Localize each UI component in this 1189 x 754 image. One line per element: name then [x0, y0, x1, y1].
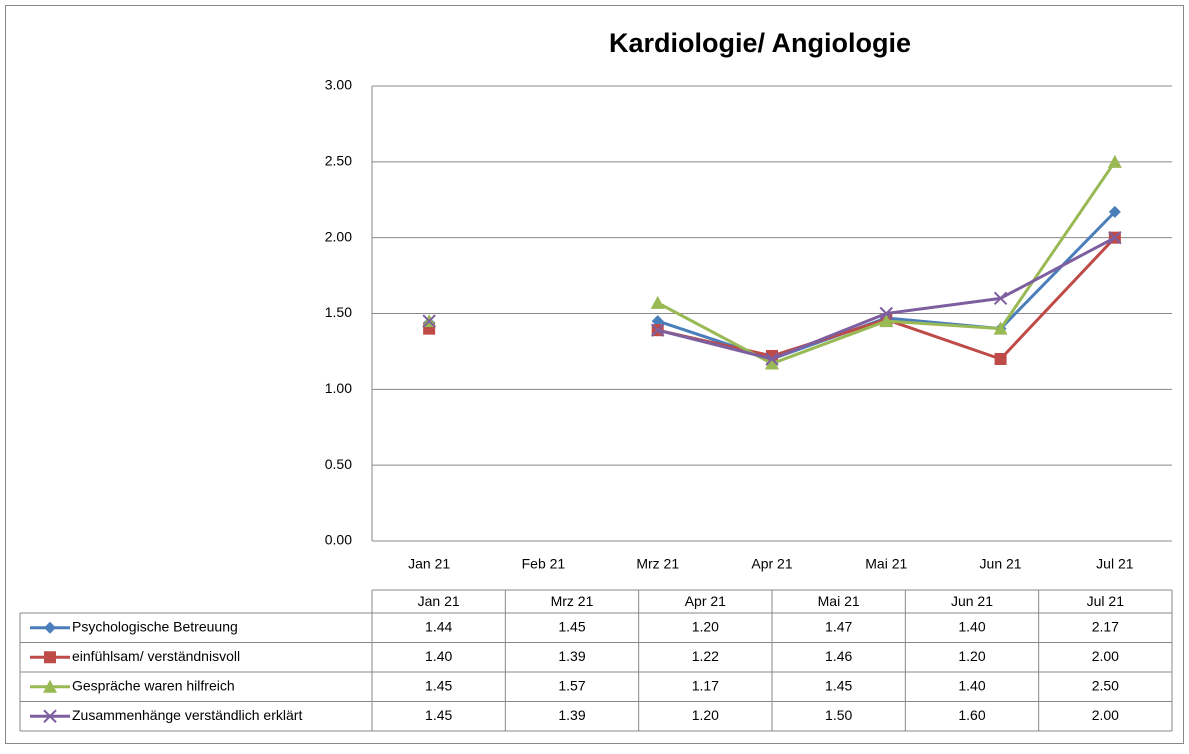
- data-point: [1107, 154, 1122, 168]
- table-header: Mai 21: [818, 593, 860, 609]
- table-cell: 1.40: [958, 677, 985, 693]
- table-cell: 1.45: [425, 707, 452, 723]
- chart-title: Kardiologie/ Angiologie: [609, 28, 911, 58]
- data-point: [765, 352, 779, 366]
- table-cell: 1.17: [692, 677, 719, 693]
- x-tick-label: Jun 21: [980, 556, 1022, 572]
- table-cell: 1.57: [558, 677, 585, 693]
- table-cell: 1.22: [692, 648, 719, 664]
- table-cell: 1.50: [825, 707, 852, 723]
- table-cell: 1.44: [425, 618, 452, 634]
- table-cell: 1.20: [692, 618, 719, 634]
- data-point: [994, 353, 1007, 365]
- legend-marker: [44, 651, 56, 664]
- table-cell: 1.45: [425, 677, 452, 693]
- chart-frame: [5, 5, 1184, 744]
- data-point: [650, 295, 665, 309]
- x-tick-label: Mai 21: [865, 556, 907, 572]
- legend-marker: [43, 679, 57, 693]
- data-point: [1108, 230, 1122, 245]
- x-tick-label: Mrz 21: [636, 556, 679, 572]
- legend-marker: [43, 709, 57, 723]
- table-cell: 1.40: [958, 618, 985, 634]
- data-point: [993, 291, 1008, 306]
- data-point: [765, 356, 779, 370]
- y-tick-label: 3.00: [325, 77, 352, 93]
- table-cell: 2.00: [1092, 707, 1119, 723]
- legend-label: Psychologische Betreuung: [72, 618, 238, 634]
- data-point: [422, 314, 436, 328]
- x-tick-label: Jul 21: [1096, 556, 1134, 572]
- y-tick-label: 0.00: [325, 532, 352, 548]
- x-tick-label: Jan 21: [408, 556, 450, 572]
- y-tick-label: 1.50: [325, 304, 352, 320]
- table-cell: 1.46: [825, 648, 852, 664]
- data-point: [879, 314, 894, 328]
- table-header: Apr 21: [685, 593, 726, 609]
- table-cell: 1.39: [558, 648, 585, 664]
- data-point: [993, 321, 1008, 335]
- x-tick-label: Feb 21: [522, 556, 566, 572]
- legend-label: einfühlsam/ verständnisvoll: [72, 648, 240, 664]
- y-tick-label: 1.00: [325, 380, 352, 396]
- table-cell: 1.20: [958, 648, 985, 664]
- table-cell: 1.39: [558, 707, 585, 723]
- table-cell: 1.60: [958, 707, 985, 723]
- legend-label: Zusammenhänge verständlich erklärt: [72, 707, 302, 723]
- table-header: Jul 21: [1087, 593, 1125, 609]
- table-cell: 1.20: [692, 707, 719, 723]
- y-tick-label: 2.00: [325, 228, 352, 244]
- table-cell: 1.47: [825, 618, 852, 634]
- y-tick-label: 2.50: [325, 153, 352, 169]
- data-point: [651, 323, 665, 337]
- legend-marker: [44, 621, 56, 634]
- table-cell: 1.45: [558, 618, 585, 634]
- data-point: [651, 315, 664, 328]
- table-cell: 2.17: [1092, 618, 1119, 634]
- table-cell: 1.45: [825, 677, 852, 693]
- x-tick-label: Apr 21: [751, 556, 792, 572]
- table-header: Jan 21: [418, 593, 460, 609]
- table-cell: 2.00: [1092, 648, 1119, 664]
- table-cell: 2.50: [1092, 677, 1119, 693]
- data-point: [879, 306, 893, 321]
- data-point: [1108, 205, 1121, 218]
- table-header: Jun 21: [951, 593, 993, 609]
- legend-label: Gespräche waren hilfreich: [72, 677, 235, 693]
- table-header: Mrz 21: [551, 593, 594, 609]
- table-cell: 1.40: [425, 648, 452, 664]
- y-tick-label: 0.50: [325, 456, 352, 472]
